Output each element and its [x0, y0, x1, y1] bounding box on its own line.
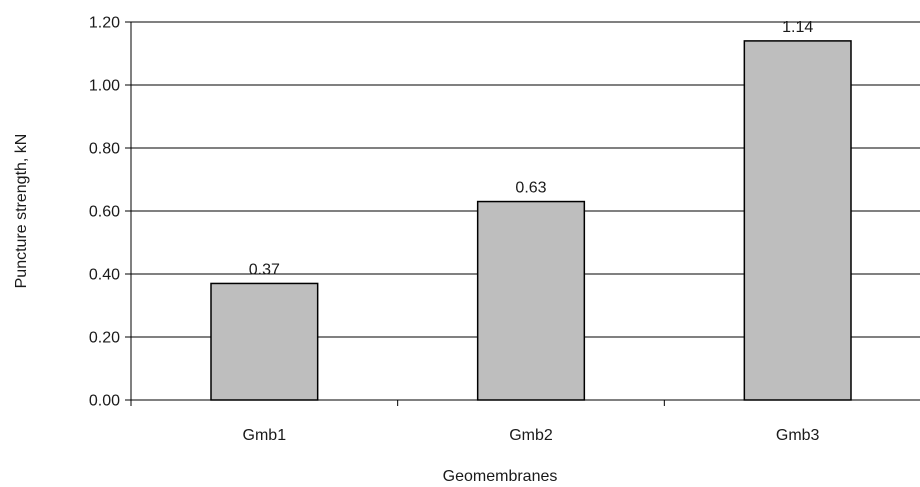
data-label-gmb2: 0.63: [515, 180, 546, 197]
x-tick-label: Gmb1: [243, 427, 287, 444]
data-label-gmb1: 0.37: [249, 261, 280, 278]
y-tick-label: 0.40: [89, 267, 120, 284]
x-tick-label: Gmb2: [509, 427, 553, 444]
bars: [210, 40, 852, 401]
x-axis-title: Geomembranes: [443, 468, 558, 485]
y-axis-title: Puncture strength, kN: [13, 134, 30, 289]
bar-gmb2: [476, 200, 586, 401]
y-tick-label: 0.20: [89, 330, 120, 347]
y-tick-label: 1.20: [89, 15, 120, 32]
x-ticks: Gmb1 Gmb2 Gmb3: [130, 400, 820, 444]
y-tick-label: 0.00: [89, 393, 120, 410]
y-tick-label: 0.80: [89, 141, 120, 158]
y-tick-label: 1.00: [89, 78, 120, 95]
data-labels: 0.37 0.63 1.14: [249, 19, 814, 279]
x-tick-label: Gmb3: [776, 427, 820, 444]
bar-gmb3: [743, 40, 852, 401]
data-label-gmb3: 1.14: [782, 19, 813, 36]
y-tick-label: 0.60: [89, 204, 120, 221]
bar-gmb1: [210, 282, 319, 401]
y-ticks: 0.00 0.20 0.40 0.60 0.80 1.00 1.20: [89, 15, 131, 410]
